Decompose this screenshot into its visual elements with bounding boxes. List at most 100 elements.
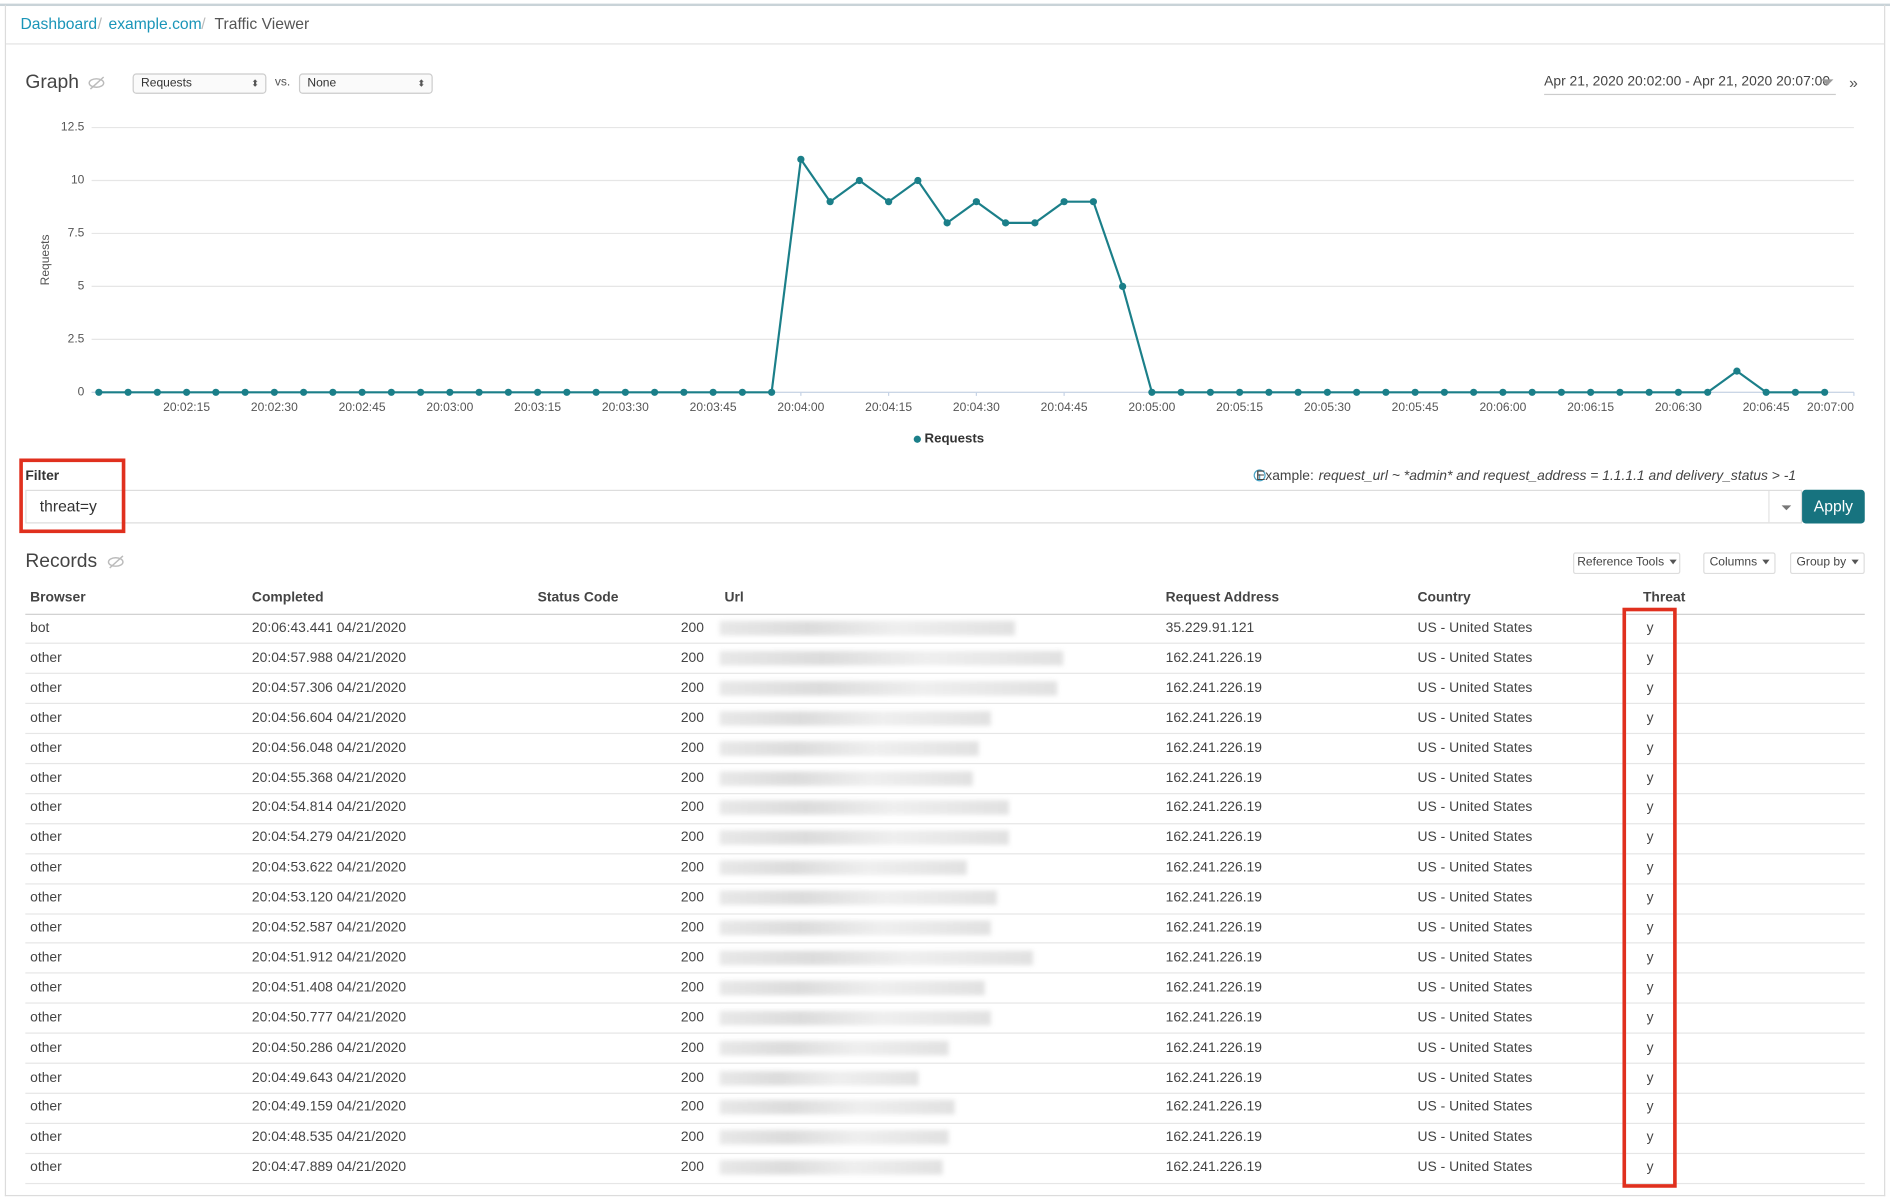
panel <box>4 4 1886 1197</box>
apply-button[interactable]: Apply <box>1802 489 1865 524</box>
table-cell: 200 <box>680 1130 704 1145</box>
redacted-url <box>719 1130 949 1145</box>
filter-dropdown-caret[interactable] <box>1781 505 1792 511</box>
table-cell: 162.241.226.19 <box>1165 1100 1262 1115</box>
breadcrumb-link[interactable]: Dashboard <box>20 14 98 33</box>
table-cell: 200 <box>680 650 704 666</box>
data-point <box>1499 388 1507 396</box>
table-cell: 20:04:49.159 04/21/2020 <box>251 1100 407 1115</box>
data-point <box>1177 388 1185 396</box>
table-cell: 162.241.226.19 <box>1165 950 1262 965</box>
data-point <box>709 388 717 396</box>
table-cell: other <box>30 770 62 786</box>
data-point <box>1791 388 1800 396</box>
table-cell: y <box>1646 620 1654 636</box>
data-point <box>124 388 132 396</box>
table-cell: other <box>30 1040 62 1055</box>
table-cell: 200 <box>680 890 704 906</box>
data-point <box>1031 219 1039 227</box>
table-cell: US - United States <box>1417 770 1533 786</box>
table-cell: other <box>30 710 62 726</box>
table-cell: 20:04:56.048 04/21/2020 <box>251 740 407 756</box>
row-rule <box>25 1032 1865 1034</box>
row-rule <box>25 852 1865 855</box>
table-cell: other <box>30 800 62 816</box>
data-point <box>1557 388 1566 396</box>
row-rule <box>25 673 1865 675</box>
filter-label: Filter <box>25 469 60 484</box>
table-cell: 20:04:54.279 04/21/2020 <box>251 830 407 846</box>
data-point <box>1323 388 1332 396</box>
table-cell: 162.241.226.19 <box>1165 860 1262 876</box>
redacted-url <box>719 1040 949 1055</box>
section-title: Graph <box>25 72 79 93</box>
data-point <box>1265 388 1273 396</box>
x-tick-label: 20:04:30 <box>953 400 1000 414</box>
data-point <box>182 388 191 396</box>
data-point <box>504 388 512 396</box>
table-cell: 20:04:55.368 04/21/2020 <box>251 770 407 786</box>
select-arrows: ⬍ <box>251 78 260 90</box>
data-point <box>153 388 161 396</box>
table-cell: 20:04:48.535 04/21/2020 <box>251 1130 407 1145</box>
table-cell: 162.241.226.19 <box>1165 650 1262 666</box>
row-rule <box>25 882 1865 885</box>
table-cell: US - United States <box>1417 980 1533 995</box>
y-tick-label: 7.5 <box>68 226 85 240</box>
data-point <box>563 388 571 396</box>
table-cell: US - United States <box>1417 860 1533 876</box>
row-rule <box>25 942 1865 944</box>
table-cell: other <box>30 980 62 995</box>
table-cell: 20:04:50.286 04/21/2020 <box>251 1040 407 1055</box>
table-cell: other <box>30 830 62 846</box>
select[interactable]: Requests ⬍ <box>132 73 267 94</box>
data-point <box>1674 388 1683 396</box>
table-cell: 200 <box>680 860 704 876</box>
table-cell: y <box>1646 680 1654 696</box>
table-cell: y <box>1646 770 1654 786</box>
data-point <box>680 388 688 396</box>
tool-button[interactable]: Columns <box>1703 552 1776 575</box>
table-cell: 162.241.226.19 <box>1165 770 1262 786</box>
data-point <box>1470 388 1478 396</box>
table-cell: 200 <box>680 680 704 696</box>
table-cell: US - United States <box>1417 830 1533 846</box>
table-cell: 162.241.226.19 <box>1165 920 1262 936</box>
y-tick-label: 2.5 <box>68 332 85 346</box>
y-tick-label: 0 <box>78 385 85 399</box>
table-cell: 162.241.226.19 <box>1165 980 1262 995</box>
table-cell: y <box>1646 980 1654 995</box>
data-point <box>885 198 893 206</box>
breadcrumb-link[interactable]: example.com <box>108 14 202 33</box>
filter-input[interactable]: threat=y <box>25 489 1803 524</box>
table-cell: US - United States <box>1417 740 1533 756</box>
tool-button[interactable]: Group by <box>1790 552 1865 575</box>
table-cell: 20:04:57.306 04/21/2020 <box>251 680 407 696</box>
table-cell: y <box>1646 830 1654 846</box>
x-tick-label: 20:05:45 <box>1392 400 1439 414</box>
table-cell: other <box>30 860 62 876</box>
breadcrumb-separator: / <box>201 14 206 33</box>
data-point <box>270 388 278 396</box>
data-point <box>621 388 629 396</box>
data-point <box>1294 388 1302 396</box>
table-cell: y <box>1646 800 1654 816</box>
table-cell: US - United States <box>1417 1070 1533 1085</box>
table-cell: 162.241.226.19 <box>1165 1040 1262 1055</box>
data-point <box>1821 388 1829 396</box>
expand-button[interactable]: » <box>1849 73 1858 92</box>
table-cell: y <box>1646 1070 1654 1085</box>
row-rule <box>25 732 1865 735</box>
data-point <box>1206 388 1214 396</box>
data-point <box>1645 388 1653 396</box>
redacted-url <box>719 980 985 995</box>
x-tick-label: 20:02:45 <box>339 400 386 414</box>
table-cell: 162.241.226.19 <box>1165 890 1262 906</box>
table-cell: 20:04:53.622 04/21/2020 <box>251 860 407 876</box>
select[interactable]: None ⬍ <box>298 73 433 94</box>
redacted-url <box>719 1010 991 1025</box>
tool-button[interactable]: Reference Tools <box>1573 552 1681 575</box>
redacted-url <box>719 740 979 756</box>
date-range[interactable]: Apr 21, 2020 20:02:00 - Apr 21, 2020 20:… <box>1544 74 1831 90</box>
